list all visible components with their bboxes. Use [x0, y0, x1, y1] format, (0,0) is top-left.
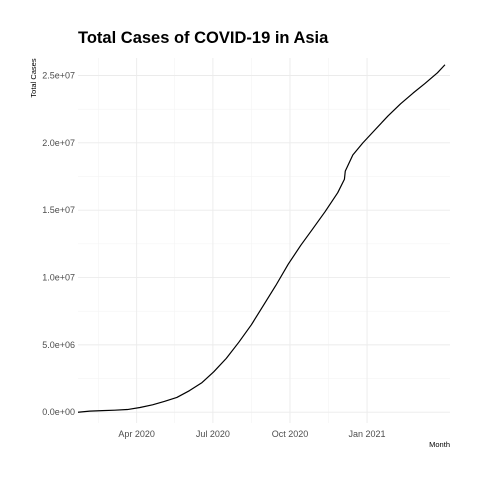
grid: [78, 58, 450, 423]
series-line: [77, 64, 446, 413]
chart-title: Total Cases of COVID-19 in Asia: [78, 29, 329, 47]
y-tick-label: 2.5e+07: [42, 71, 75, 81]
y-tick-label: 1.0e+07: [42, 273, 75, 283]
x-tick-label: Jul 2020: [196, 429, 230, 439]
y-tick-label: 1.5e+07: [42, 205, 75, 215]
y-tick-label: 0.0e+00: [42, 407, 75, 417]
x-tick-label: Oct 2020: [272, 429, 309, 439]
series-layer: [77, 64, 446, 413]
x-tick-label: Jan 2021: [349, 429, 386, 439]
x-axis-label: Month: [429, 440, 450, 449]
y-axis-label: Total Cases: [29, 58, 38, 97]
y-tick-label: 5.0e+06: [42, 340, 75, 350]
x-tick-label: Apr 2020: [118, 429, 155, 439]
tick-labels: 0.0e+00 5.0e+06 1.0e+07 1.5e+07 2.0e+07 2.5e+…: [42, 71, 385, 439]
y-tick-label: 2.0e+07: [42, 138, 75, 148]
